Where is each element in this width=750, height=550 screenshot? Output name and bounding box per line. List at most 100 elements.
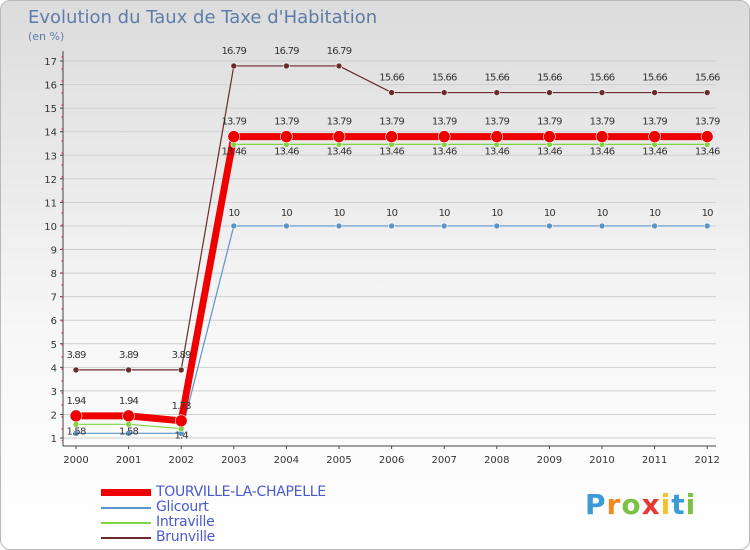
- y-tick-label: 5: [51, 340, 57, 351]
- data-label: 13.46: [642, 146, 667, 157]
- data-point: [72, 366, 80, 374]
- x-tick-label: 2009: [537, 455, 562, 466]
- data-label: 10: [702, 208, 714, 219]
- data-point: [703, 89, 711, 96]
- data-point: [283, 222, 290, 230]
- data-label: 3.89: [172, 350, 192, 361]
- data-label: 1.94: [119, 396, 139, 407]
- y-tick-label: 2: [51, 410, 57, 421]
- data-label: 13.79: [484, 117, 509, 128]
- x-tick-label: 2005: [326, 455, 351, 466]
- data-label: 13.79: [642, 117, 667, 128]
- data-label: 10: [596, 208, 608, 219]
- data-point: [546, 222, 553, 230]
- data-point: [388, 89, 395, 96]
- x-tick-label: 2010: [589, 455, 614, 466]
- data-point: [543, 130, 556, 143]
- data-label: 10: [491, 208, 503, 219]
- data-point: [595, 130, 609, 143]
- data-label: 15.66: [590, 73, 615, 84]
- data-label: 13.79: [537, 117, 562, 128]
- data-label: 13.79: [432, 117, 457, 128]
- y-tick-label: 3: [51, 387, 57, 398]
- logo-letter: x: [641, 488, 661, 521]
- legend-swatch: [101, 507, 151, 509]
- x-tick-label: 2011: [642, 455, 667, 466]
- data-label: 13.46: [274, 146, 299, 157]
- data-label: 13.46: [695, 146, 720, 157]
- data-label: 3.89: [119, 350, 139, 361]
- data-point: [280, 130, 293, 143]
- data-point: [177, 366, 185, 374]
- data-label: 13.79: [695, 117, 720, 128]
- logo-letter: t: [671, 488, 686, 521]
- data-label: 15.66: [537, 73, 562, 84]
- data-point: [122, 409, 135, 423]
- y-tick-label: 9: [51, 246, 57, 257]
- data-label: 1.73: [172, 401, 192, 412]
- logo-letter: o: [621, 488, 642, 521]
- data-label: 13.79: [590, 117, 615, 128]
- data-label: 10: [386, 208, 398, 219]
- legend-swatch: [101, 489, 151, 496]
- x-tick-label: 2002: [168, 455, 193, 466]
- data-label: 10: [544, 208, 556, 219]
- data-point: [125, 429, 132, 437]
- data-label: 1.94: [66, 396, 86, 407]
- data-label: 13.46: [537, 146, 562, 157]
- data-point: [227, 130, 241, 143]
- data-label: 1.58: [119, 426, 139, 437]
- logo-letter: P: [585, 488, 607, 521]
- y-tick-label: 1: [51, 434, 57, 445]
- chart-title: Evolution du Taux de Taxe d'Habitation: [28, 7, 378, 28]
- x-tick-label: 2008: [484, 455, 509, 466]
- data-point: [437, 130, 451, 143]
- x-tick-label: 2001: [116, 455, 141, 466]
- data-point: [230, 222, 238, 230]
- data-point: [598, 222, 606, 230]
- data-point: [283, 62, 290, 70]
- data-point: [490, 130, 504, 143]
- y-axis-unit-label: (en %): [28, 30, 65, 43]
- data-label: 15.66: [379, 73, 404, 84]
- y-tick-label: 6: [51, 316, 57, 327]
- data-point: [493, 222, 501, 230]
- y-tick-label: 11: [44, 198, 57, 209]
- legend-label: Intraville: [156, 514, 215, 530]
- data-label: 13.46: [590, 146, 615, 157]
- data-label: 15.66: [642, 73, 667, 84]
- data-label: 16.79: [327, 46, 352, 57]
- data-point: [335, 62, 343, 70]
- data-label: 13.79: [327, 117, 352, 128]
- data-point: [703, 222, 711, 230]
- data-point: [335, 222, 343, 230]
- data-label: 16.79: [274, 46, 299, 57]
- data-label: 1.58: [66, 426, 86, 437]
- x-tick-label: 2007: [431, 455, 456, 466]
- data-label: 13.79: [379, 117, 404, 128]
- data-label: 13.46: [221, 146, 246, 157]
- data-label: 16.79: [221, 46, 246, 57]
- y-tick-label: 12: [44, 175, 57, 186]
- y-tick-label: 10: [44, 222, 57, 233]
- data-label: 10: [333, 208, 345, 219]
- data-label: 13.46: [379, 146, 404, 157]
- y-tick-label: 13: [44, 151, 57, 162]
- x-tick-label: 2003: [221, 455, 246, 466]
- data-point: [69, 409, 83, 423]
- y-tick-label: 16: [44, 81, 57, 92]
- logo-letter: i: [685, 488, 697, 521]
- data-point: [230, 62, 238, 70]
- data-point: [440, 222, 448, 230]
- logo-letter: r: [606, 488, 622, 521]
- y-tick-label: 15: [44, 104, 57, 115]
- x-tick-label: 2012: [694, 455, 719, 466]
- proxiti-logo: Proxiti: [585, 488, 696, 521]
- data-point: [493, 89, 501, 96]
- data-label: 15.66: [695, 73, 720, 84]
- y-tick-label: 4: [51, 363, 57, 374]
- x-tick-label: 2006: [379, 455, 404, 466]
- data-label: 13.46: [327, 146, 352, 157]
